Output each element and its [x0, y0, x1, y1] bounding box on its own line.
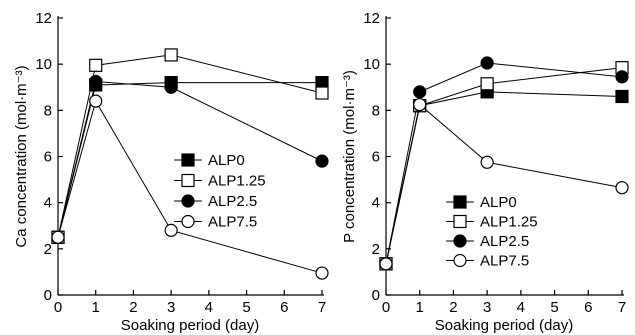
x-tick-label: 3	[483, 299, 491, 316]
data-point	[51, 230, 65, 244]
x-tick-label: 5	[550, 299, 558, 316]
data-point	[315, 86, 329, 100]
y-tick-label: 6	[372, 149, 380, 166]
data-point	[164, 223, 178, 237]
x-tick-label: 5	[242, 299, 250, 316]
data-point	[89, 74, 103, 89]
y-axis-label: Ca concentration (mol·m⁻³)	[13, 65, 30, 247]
legend-label: ALP2.5	[480, 233, 529, 250]
legend-marker	[453, 253, 467, 268]
legend-label: ALP0	[480, 194, 517, 211]
y-tick-label: 12	[363, 10, 380, 27]
y-tick-label: 10	[363, 56, 380, 73]
series-line	[57, 80, 323, 238]
y-tick-label: 2	[372, 241, 380, 258]
legend-label: ALP0	[208, 152, 245, 169]
data-point	[379, 257, 393, 271]
y-axis-label: P concentration (mol·m⁻³)	[341, 70, 358, 243]
legend-marker	[181, 153, 195, 167]
legend-label: ALP7.5	[208, 214, 257, 231]
data-point	[480, 56, 494, 70]
data-point	[89, 94, 103, 108]
data-point	[615, 89, 629, 104]
x-tick-label: 2	[449, 299, 457, 316]
data-point	[615, 181, 629, 195]
y-tick-label: 12	[35, 10, 52, 27]
series-line	[57, 54, 323, 238]
legend-label: ALP2.5	[208, 193, 257, 210]
series-line	[385, 62, 623, 264]
x-tick-label: 7	[318, 299, 326, 316]
legend-label: ALP7.5	[480, 253, 529, 270]
x-tick-label: 4	[517, 299, 525, 316]
data-point	[315, 154, 329, 168]
data-point	[315, 266, 329, 280]
y-tick-label: 4	[44, 195, 52, 212]
x-tick-label: 0	[54, 299, 62, 316]
x-axis-label: Soaking period (day)	[435, 317, 573, 334]
legend-marker	[181, 194, 195, 208]
data-point	[413, 97, 427, 112]
data-point	[413, 85, 427, 99]
legend-marker	[181, 173, 195, 188]
data-point	[480, 155, 494, 169]
x-tick-label: 6	[584, 299, 592, 316]
legend: ALP0 ALP1.25 ALP2.5 ALP7.5	[446, 194, 538, 270]
y-tick-label: 0	[44, 287, 52, 304]
data-point	[89, 58, 103, 72]
data-point	[164, 48, 178, 62]
series-line	[57, 99, 323, 274]
series-ALP7.5	[379, 97, 629, 271]
x-tick-label: 1	[416, 299, 424, 316]
y-tick-label: 2	[44, 241, 52, 258]
data-point	[480, 77, 494, 91]
series-ALP7.5	[51, 94, 329, 280]
legend-label: ALP1.25	[480, 214, 538, 231]
y-tick-label: 0	[372, 287, 380, 304]
legend-marker	[453, 214, 467, 229]
x-tick-label: 1	[92, 299, 100, 316]
x-tick-label: 6	[280, 299, 288, 316]
legend: ALP0 ALP1.25 ALP2.5 ALP7.5	[174, 152, 266, 231]
y-tick-label: 8	[372, 102, 380, 119]
y-tick-label: 4	[372, 195, 380, 212]
data-point	[164, 80, 178, 94]
data-point	[615, 70, 629, 84]
x-tick-label: 7	[618, 299, 626, 316]
legend-marker	[453, 234, 467, 248]
series-line	[385, 103, 623, 264]
y-tick-label: 8	[44, 102, 52, 119]
x-tick-label: 0	[382, 299, 390, 316]
legend-label: ALP1.25	[208, 173, 266, 190]
y-tick-label: 6	[44, 149, 52, 166]
legend-marker	[453, 195, 467, 209]
y-tick-label: 10	[35, 56, 52, 73]
legend-marker	[181, 214, 195, 229]
x-tick-label: 3	[167, 299, 175, 316]
x-axis-label: Soaking period (day)	[121, 317, 259, 334]
x-tick-label: 2	[129, 299, 137, 316]
x-tick-label: 4	[205, 299, 213, 316]
